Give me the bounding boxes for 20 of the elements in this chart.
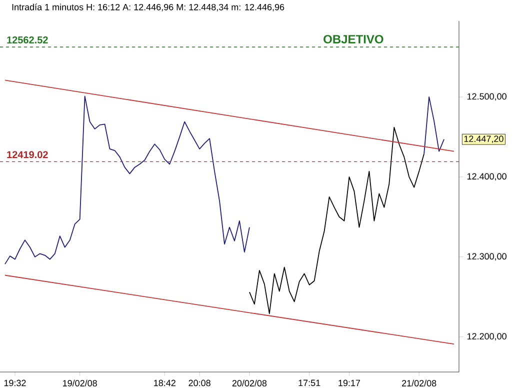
- ref-line-label: 12419.02: [7, 151, 48, 158]
- annotation: OBJETIVO: [324, 34, 384, 44]
- x-tick-label: 20:08: [188, 380, 210, 386]
- x-tick-label: 19:17: [338, 380, 360, 386]
- text: 12.447,20: [464, 136, 504, 144]
- x-tick-label: 17:51: [298, 380, 320, 386]
- line-series: [424, 96, 444, 154]
- ref-line-label: 12562.52: [7, 36, 48, 44]
- y-tick-label: 12.300,00: [467, 253, 506, 261]
- y-tick-label: 12.400,00: [467, 173, 506, 181]
- x-tick-label: 18:42: [154, 380, 176, 386]
- x-tick-label: 21/02/08: [402, 380, 436, 386]
- x-tick-label: 20/02/08: [232, 380, 267, 386]
- y-tick-label: 12.500,00: [467, 93, 506, 101]
- x-tick-label: 19/02/08: [63, 380, 97, 386]
- x-tick-label: 19:32: [4, 380, 26, 386]
- line-series: [249, 126, 425, 314]
- y-tick-label: 12.200,00: [467, 333, 506, 341]
- chart-title: Intradía 1 minutos H: 16:12 A: 12.446,96 M: 12.448,34 m: 12.446,96: [12, 4, 284, 12]
- line-series: [4, 96, 250, 265]
